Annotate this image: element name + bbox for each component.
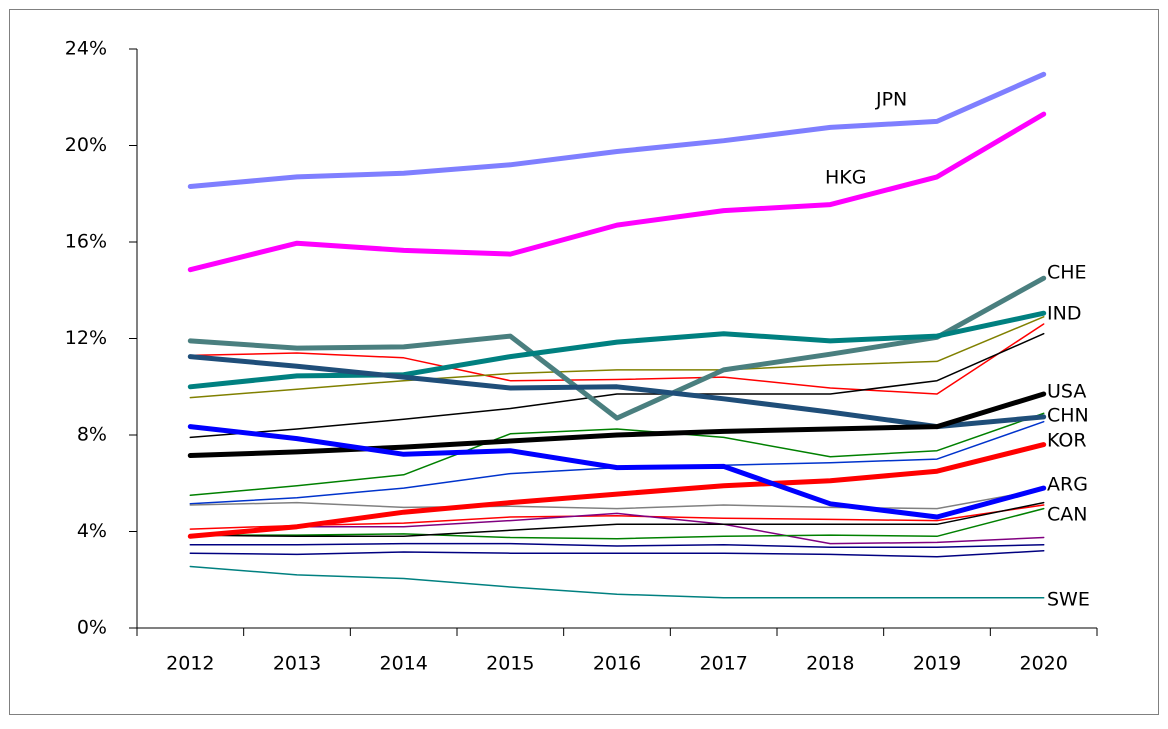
series-line: [189, 507, 1045, 540]
series-line: [187, 424, 1047, 520]
y-tick-label: 4%: [77, 520, 107, 542]
series-line: [187, 111, 1047, 273]
series-label: USA: [1047, 381, 1086, 403]
series-line: [187, 354, 1047, 430]
series-label: SWE: [1047, 589, 1090, 611]
y-tick-label: 24%: [65, 38, 107, 60]
x-tick-label: 2017: [699, 653, 747, 675]
x-tick-label: 2012: [166, 653, 214, 675]
x-tick-label: 2018: [806, 653, 854, 675]
series-label: CHE: [1047, 262, 1087, 284]
series-line: [189, 501, 1045, 538]
series-line: [189, 542, 1045, 548]
x-tick-label: 2013: [273, 653, 321, 675]
y-tick-label: 0%: [77, 617, 107, 639]
series-label: CAN: [1047, 504, 1087, 526]
series-line: [189, 332, 1045, 439]
series-label: ARG: [1047, 474, 1088, 496]
y-tick-label: 16%: [65, 231, 107, 253]
series-label: IND: [1047, 303, 1081, 325]
series-line: [189, 565, 1045, 599]
series-line: [189, 412, 1045, 497]
x-tick-label: 2016: [593, 653, 641, 675]
series-line: [189, 323, 1045, 395]
series-line: [189, 488, 1045, 510]
series-line: [189, 512, 1045, 545]
series-line: [189, 316, 1045, 399]
series-line: [187, 310, 1047, 390]
series-line: [187, 71, 1047, 189]
series-line: [187, 391, 1047, 458]
x-tick-label: 2020: [1019, 653, 1067, 675]
y-tick-label: 8%: [77, 424, 107, 446]
y-tick-label: 12%: [65, 327, 107, 349]
chart-border: [9, 9, 1159, 715]
x-tick-label: 2019: [913, 653, 961, 675]
series-line: [187, 442, 1047, 539]
series-label: HKG: [825, 167, 866, 189]
series-line: [189, 550, 1045, 558]
series-line: [189, 504, 1045, 530]
x-tick-label: 2015: [486, 653, 534, 675]
x-tick-label: 2014: [379, 653, 427, 675]
series-label: KOR: [1047, 430, 1087, 452]
series-label: JPN: [875, 89, 907, 111]
series-label: CHN: [1047, 405, 1089, 427]
y-tick-label: 20%: [65, 134, 107, 156]
series-line: [187, 275, 1047, 421]
